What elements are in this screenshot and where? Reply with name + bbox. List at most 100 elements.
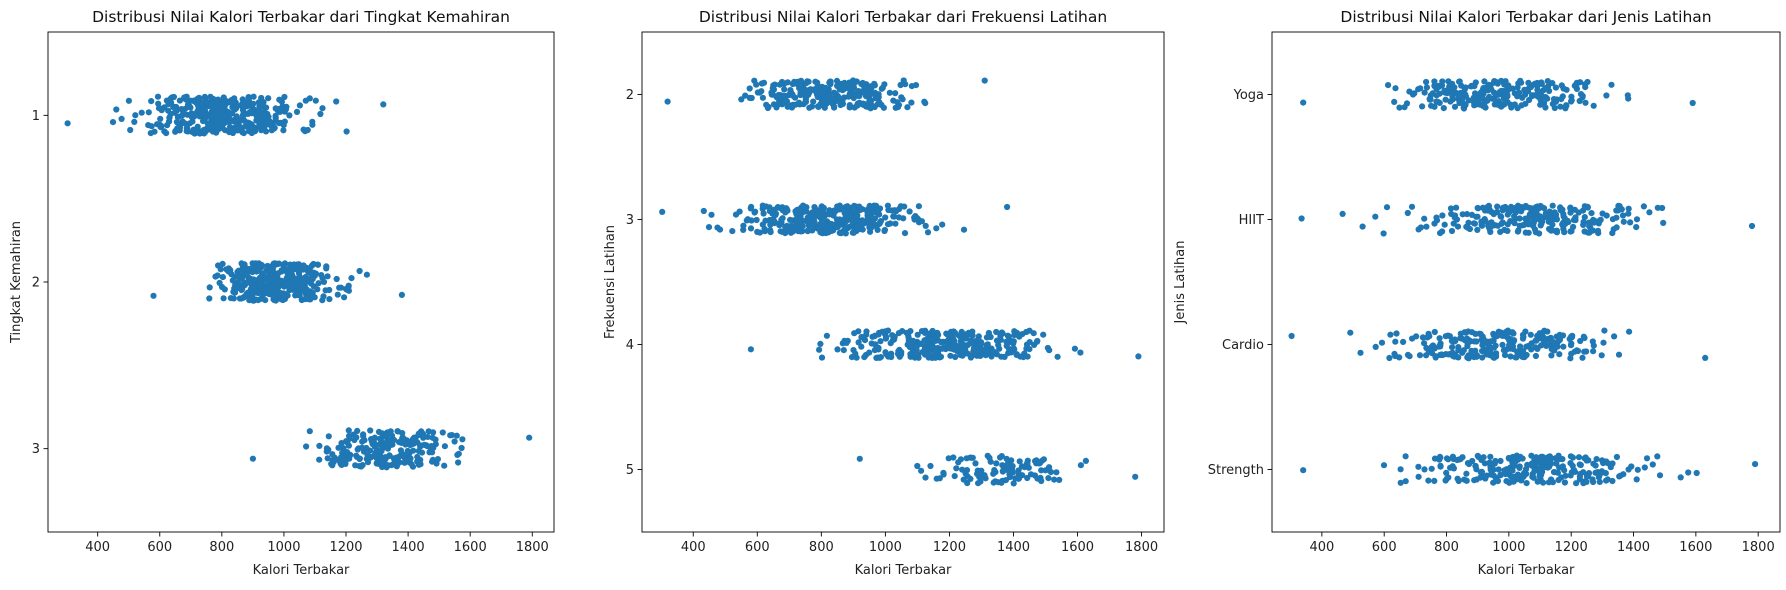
axes-frame	[1271, 31, 1781, 533]
data-point	[226, 268, 233, 275]
data-point	[1516, 215, 1523, 222]
data-point	[1479, 354, 1486, 361]
data-point	[1514, 456, 1521, 463]
data-point	[378, 447, 385, 455]
data-point	[1567, 472, 1574, 479]
data-point	[441, 443, 448, 450]
data-point	[1468, 329, 1476, 336]
data-point	[766, 208, 774, 215]
data-point	[245, 273, 252, 280]
data-point	[359, 438, 366, 445]
data-point	[358, 444, 366, 451]
data-point	[1498, 87, 1505, 94]
data-point	[889, 337, 897, 344]
data-point	[1500, 347, 1507, 354]
data-point	[1508, 203, 1515, 210]
data-point	[759, 202, 766, 209]
data-point	[746, 85, 753, 92]
data-point	[207, 93, 214, 100]
data-point	[206, 284, 213, 291]
data-point	[1620, 218, 1627, 225]
data-point	[1488, 462, 1495, 469]
data-point	[1545, 479, 1552, 486]
data-point	[776, 204, 783, 211]
data-point	[1135, 353, 1142, 360]
data-point	[1457, 456, 1464, 463]
data-point	[250, 100, 257, 107]
data-point	[1489, 95, 1496, 102]
data-point	[1586, 229, 1593, 236]
data-point	[1402, 453, 1409, 460]
data-point	[993, 460, 1000, 467]
data-point	[267, 285, 274, 292]
data-point	[1054, 353, 1061, 360]
data-point	[878, 85, 885, 92]
data-point	[1551, 469, 1558, 476]
data-point	[1748, 222, 1756, 230]
data-point	[1615, 351, 1623, 358]
data-point	[290, 266, 298, 273]
data-point	[1498, 77, 1505, 84]
data-point	[356, 267, 363, 275]
data-point	[1613, 453, 1620, 461]
data-point	[853, 102, 861, 109]
data-point	[1542, 338, 1549, 345]
data-point	[859, 218, 866, 225]
data-point	[1504, 91, 1511, 99]
data-point	[868, 224, 875, 231]
data-point	[333, 98, 340, 105]
data-point	[877, 338, 884, 345]
data-point	[1625, 210, 1632, 217]
data-point	[282, 291, 289, 298]
data-point	[364, 459, 372, 466]
data-point	[1450, 220, 1457, 227]
data-point	[303, 443, 310, 450]
data-point	[664, 98, 671, 105]
data-point	[300, 276, 307, 283]
data-point	[1656, 472, 1664, 479]
data-point	[1589, 338, 1596, 345]
data-point	[1465, 97, 1472, 104]
data-point	[777, 219, 784, 226]
data-point	[1009, 463, 1016, 470]
data-point	[1660, 219, 1667, 226]
data-point	[1479, 342, 1486, 349]
data-point	[1577, 79, 1584, 86]
data-point	[316, 442, 323, 449]
data-point	[1550, 96, 1558, 103]
data-point	[1572, 214, 1579, 221]
data-point	[1613, 224, 1620, 231]
data-point	[1473, 338, 1480, 345]
data-point	[271, 294, 278, 301]
data-point	[243, 265, 250, 272]
data-point	[912, 82, 920, 89]
data-point	[932, 354, 939, 361]
data-point	[908, 99, 915, 106]
data-point	[216, 279, 223, 286]
data-point	[1046, 347, 1053, 354]
data-point	[1507, 353, 1514, 360]
data-point	[1582, 99, 1589, 106]
data-point	[183, 97, 191, 104]
data-point	[234, 273, 241, 280]
data-point	[275, 284, 282, 291]
data-point	[158, 123, 165, 130]
x-tick-label: 800	[209, 540, 234, 555]
data-point	[831, 208, 838, 215]
data-point	[1569, 462, 1576, 469]
data-point	[1396, 104, 1403, 111]
data-point	[895, 348, 902, 355]
data-point	[957, 456, 965, 463]
data-point	[216, 121, 224, 129]
data-point	[1423, 84, 1430, 91]
data-point	[356, 463, 363, 470]
data-point	[1432, 354, 1439, 361]
data-point	[375, 428, 383, 435]
data-point	[429, 458, 436, 465]
data-point	[907, 351, 914, 358]
data-point	[256, 267, 263, 274]
data-point	[1436, 335, 1443, 342]
data-point	[1016, 333, 1023, 340]
data-point	[747, 225, 755, 232]
data-point	[150, 292, 157, 299]
